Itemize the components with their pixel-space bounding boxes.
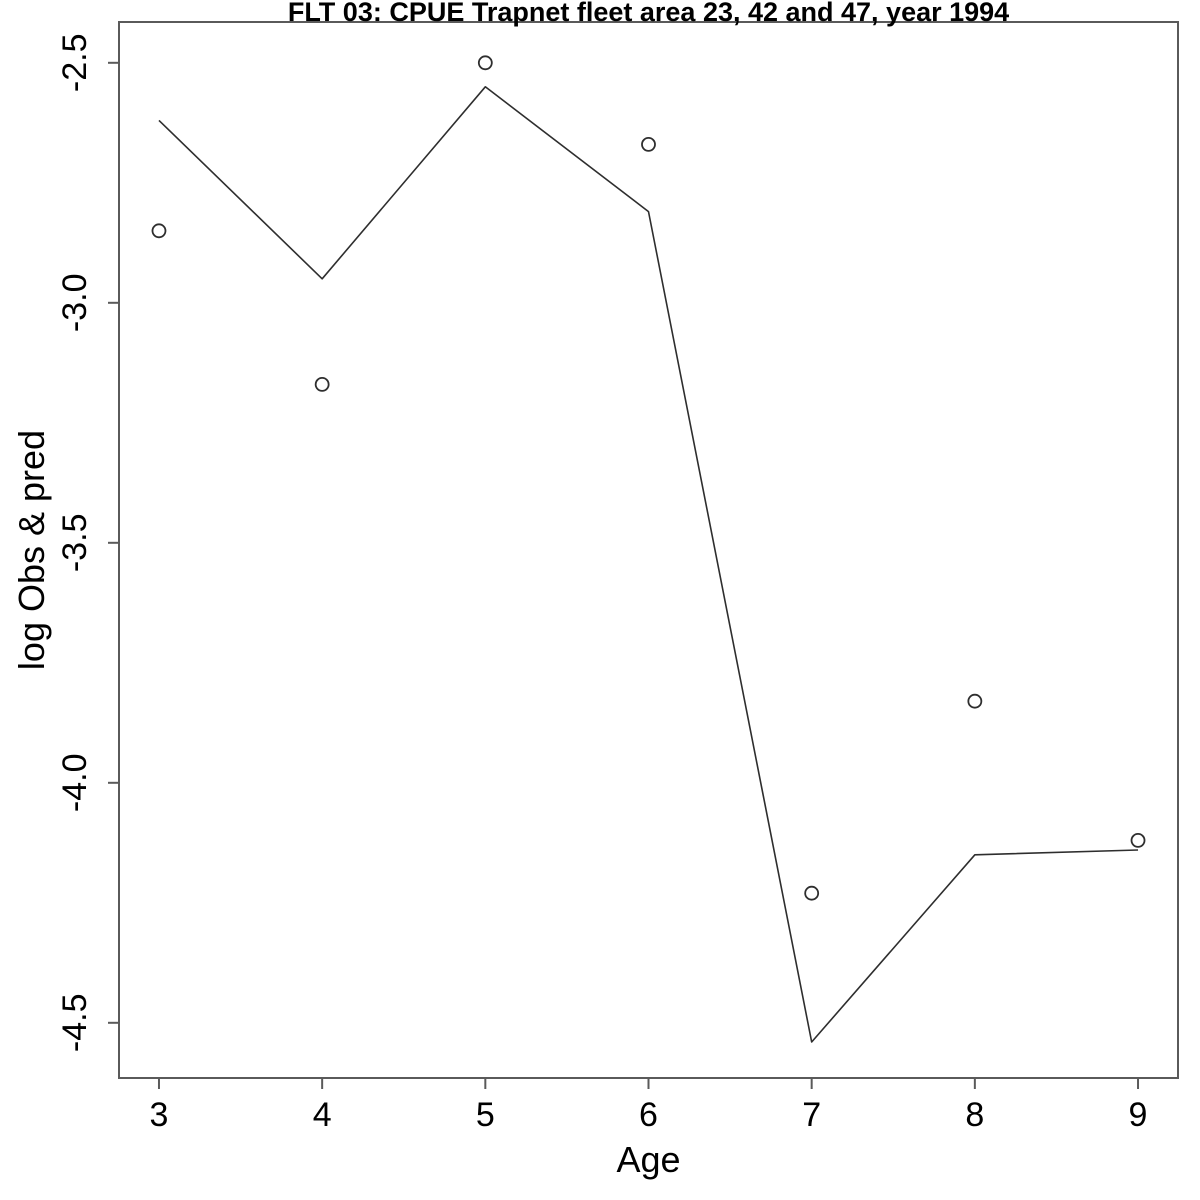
plot-box (118, 21, 1179, 1079)
chart-title: FLT 03: CPUE Trapnet fleet area 23, 42 a… (288, 0, 1009, 27)
y-axis-label: log Obs & pred (11, 430, 52, 670)
y-tick-label: -4.5 (56, 994, 94, 1053)
x-tick-label: 6 (639, 1096, 658, 1134)
observed-point (641, 136, 656, 152)
observed-point (314, 376, 330, 392)
x-tick-label: 3 (150, 1096, 169, 1134)
y-tick-label: -2.5 (56, 34, 94, 93)
observed-point (1130, 833, 1146, 848)
observed-point (477, 55, 493, 71)
chart-series (151, 55, 1146, 1043)
observed-point (804, 885, 820, 901)
x-tick-label: 5 (476, 1096, 495, 1134)
y-tick-label: -3.5 (56, 514, 94, 573)
x-axis-ticks: 3 4 5 6 7 8 9 (150, 1078, 1148, 1134)
y-tick-label: -3.0 (56, 274, 94, 333)
y-axis-ticks: -2.5 -3.0 -3.5 -4.0 -4.5 (56, 34, 119, 1053)
x-tick-label: 8 (965, 1096, 984, 1134)
observed-point (151, 223, 167, 239)
observed-point (967, 693, 983, 709)
y-tick-label: -4.0 (56, 754, 94, 813)
predicted-line (158, 86, 1139, 1043)
x-axis-label: Age (616, 1139, 680, 1180)
x-tick-label: 4 (313, 1096, 332, 1134)
x-tick-label: 7 (802, 1096, 821, 1134)
x-tick-label: 9 (1129, 1096, 1148, 1134)
